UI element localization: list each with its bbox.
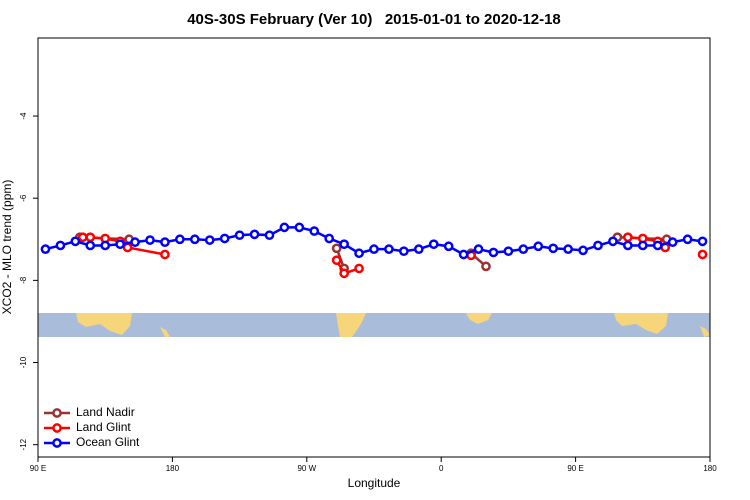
data-point [160, 249, 170, 260]
data-point [175, 234, 185, 245]
data-point [458, 249, 469, 260]
data-point [608, 236, 618, 247]
land [700, 326, 710, 337]
y-tick-label: -4 [19, 112, 28, 120]
data-point [623, 232, 633, 243]
legend-marker [52, 408, 62, 418]
data-point [160, 237, 170, 248]
map-strip [38, 313, 710, 337]
data-point [481, 261, 491, 272]
plot-frame [37, 37, 711, 458]
y-tick-label: -12 [19, 438, 28, 450]
data-point [85, 232, 96, 243]
data-point [354, 263, 364, 274]
land [336, 313, 366, 337]
data-point [279, 222, 290, 233]
legend-marker [52, 438, 62, 448]
data-point [533, 241, 544, 252]
x-tick-label: 90 E [30, 464, 46, 473]
data-point [413, 244, 424, 254]
data-point [219, 233, 230, 244]
data-point [488, 247, 499, 258]
x-tick-label: 0 [439, 464, 444, 473]
data-point [503, 246, 514, 257]
legend-marker [52, 423, 62, 433]
data-point [331, 243, 342, 254]
data-point [697, 249, 708, 260]
legend-label: Land Glint [76, 420, 131, 434]
ocean [38, 313, 710, 337]
legend-label: Land Nadir [76, 405, 135, 419]
data-point [85, 240, 96, 251]
data-point [697, 236, 708, 247]
data-point [369, 244, 379, 254]
data-point [234, 230, 245, 241]
data-point [339, 239, 349, 250]
x-tick-label: 90 W [297, 464, 316, 473]
data-point [399, 246, 409, 257]
data-point [324, 233, 335, 244]
data-point [40, 244, 51, 254]
data-point [384, 244, 394, 254]
data-point [309, 226, 320, 236]
data-point [204, 235, 215, 245]
land [466, 313, 492, 324]
x-tick-label: 90 E [567, 464, 583, 473]
x-tick-label: 180 [703, 464, 717, 473]
data-point [682, 234, 693, 245]
chart-title: 40S-30S February (Ver 10) 2015-01-01 to … [187, 11, 561, 28]
data-point [77, 232, 88, 243]
y-axis-label: XCO2 - MLO trend (ppm) [0, 180, 14, 315]
data-point [548, 243, 559, 254]
data-point [339, 268, 349, 279]
data-point [652, 240, 663, 251]
data-point [518, 244, 529, 254]
data-point [55, 240, 66, 251]
data-point [264, 230, 275, 241]
y-tick-label: -8 [19, 276, 28, 284]
data-point [122, 242, 133, 253]
x-axis-label: Longitude [348, 476, 401, 490]
data-point [70, 236, 81, 247]
data-point [294, 222, 305, 233]
data-point [428, 239, 439, 250]
data-point [578, 245, 588, 256]
data-point [667, 237, 678, 248]
data-point [623, 240, 633, 251]
data-point [473, 244, 484, 254]
land [76, 313, 132, 335]
land [160, 327, 170, 337]
data-point [145, 235, 155, 245]
y-tick-label: -10 [19, 356, 28, 368]
data-point [331, 255, 342, 266]
y-tick-label: -6 [19, 194, 28, 202]
data-point [637, 240, 648, 251]
data-point [443, 241, 454, 252]
data-point [130, 237, 140, 248]
x-tick-label: 180 [166, 464, 180, 473]
data-point [593, 240, 603, 251]
data-point [249, 229, 260, 240]
data-point [354, 248, 364, 259]
legend-label: Ocean Glint [76, 435, 140, 449]
data-point [115, 239, 125, 250]
data-point [563, 244, 573, 254]
data-point [189, 234, 200, 245]
land [614, 313, 668, 334]
data-point [100, 240, 111, 251]
